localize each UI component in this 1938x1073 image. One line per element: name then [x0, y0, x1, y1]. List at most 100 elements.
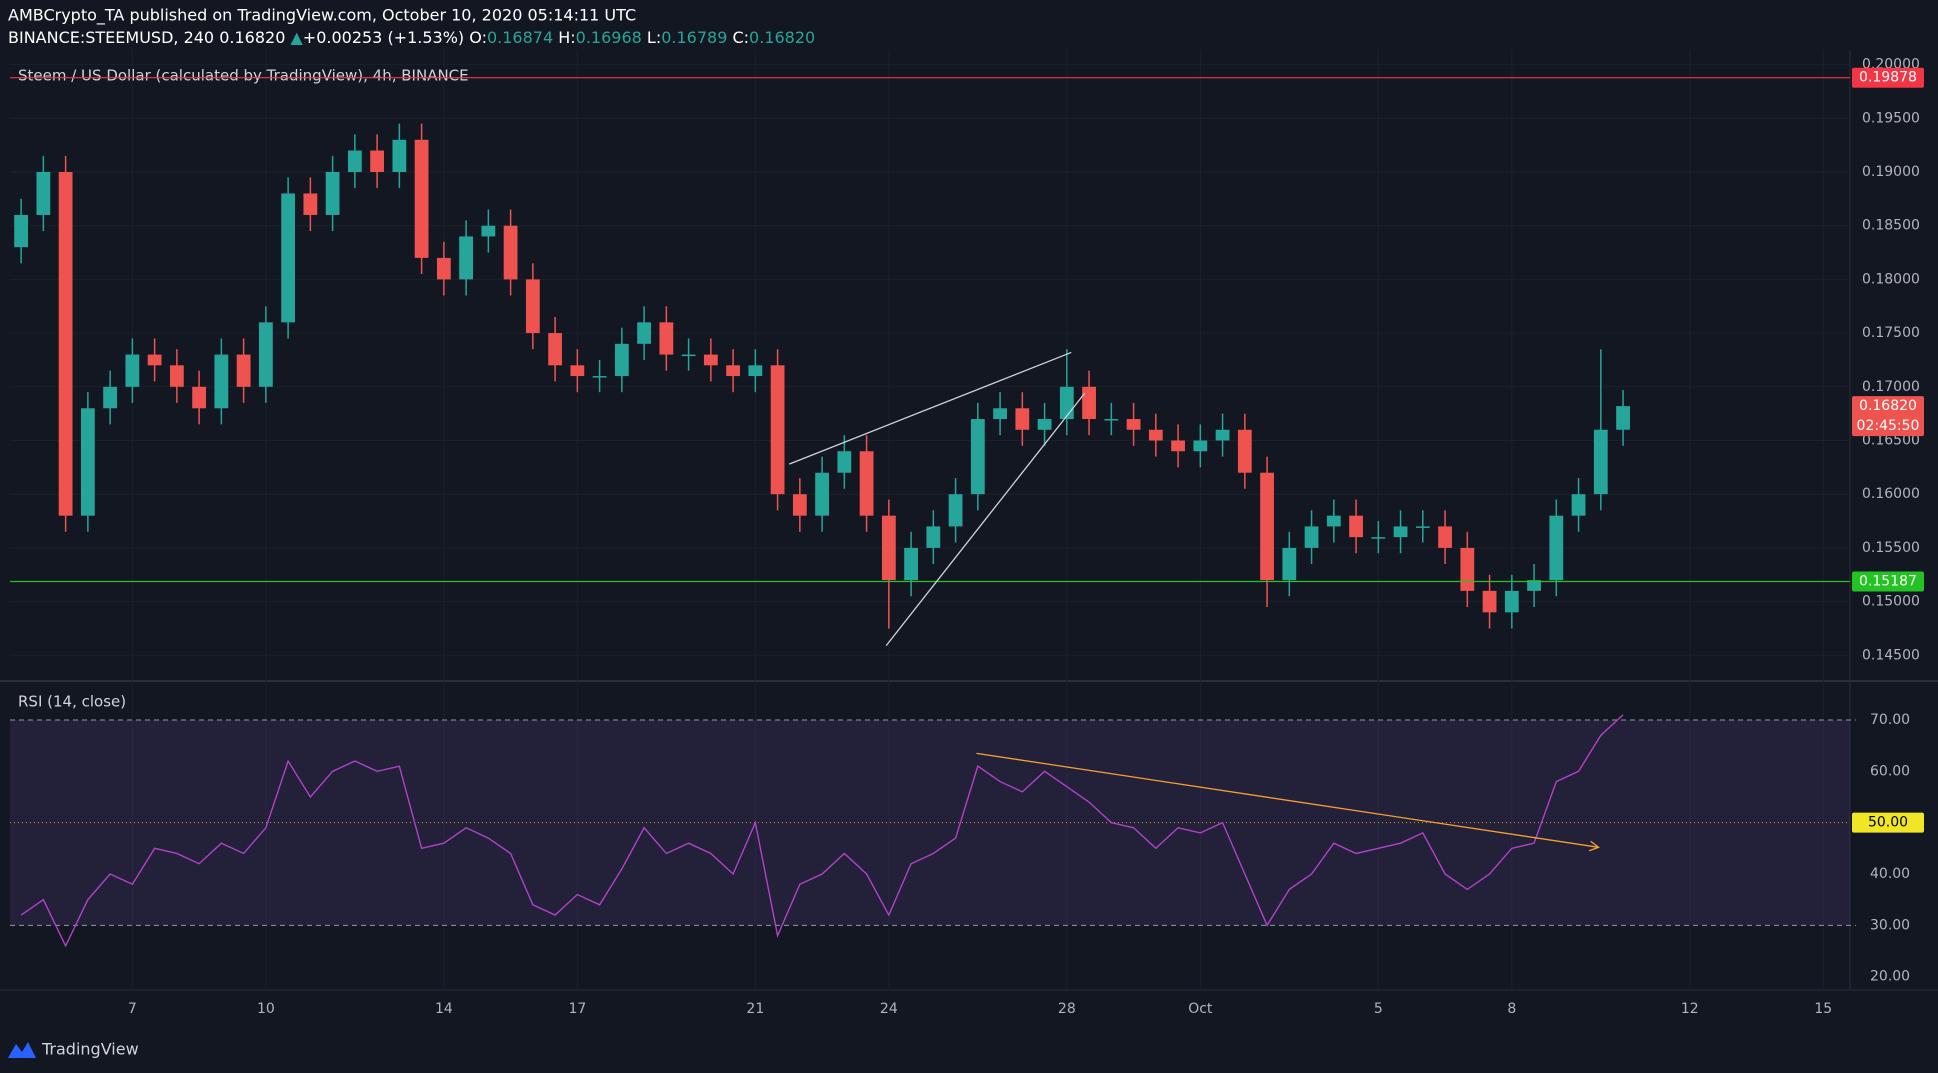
- publish-line: AMBCrypto_TA published on TradingView.co…: [8, 6, 636, 26]
- candle-body: [570, 365, 585, 377]
- candle-body: [837, 451, 852, 473]
- candle-body: [681, 354, 696, 357]
- logo-mark: [8, 1042, 36, 1058]
- candle-body: [459, 236, 474, 280]
- candle-body: [281, 193, 296, 323]
- candle-body: [726, 365, 740, 377]
- candle-body: [436, 257, 451, 280]
- pane-title: RSI (14, close): [18, 693, 126, 711]
- candle-body: [503, 225, 518, 280]
- x-tick-label: 24: [880, 1001, 898, 1017]
- candle-body: [614, 343, 629, 377]
- candle-body: [659, 322, 674, 355]
- candle-body: [214, 354, 229, 409]
- l-value: 0.16789: [661, 28, 727, 47]
- candle-body: [904, 547, 918, 581]
- symbol: BINANCE:STEEMUSD, 240: [8, 28, 214, 47]
- candle-body: [1104, 419, 1119, 421]
- candle-body: [1059, 386, 1074, 420]
- candle-body: [192, 386, 207, 409]
- candle-body: [1527, 580, 1541, 591]
- c-label: C:: [732, 28, 749, 47]
- candle-body: [58, 171, 73, 516]
- y-tick-label: 0.14500: [1862, 647, 1920, 663]
- x-tick-label: 12: [1681, 1001, 1699, 1017]
- candle-body: [1438, 526, 1452, 548]
- y-tick-label: 0.18000: [1862, 271, 1920, 287]
- h-value: 0.16968: [576, 28, 642, 47]
- candle-body: [926, 526, 941, 548]
- candle-body: [815, 472, 829, 516]
- y-tick-label: 60.00: [1870, 763, 1910, 779]
- candle-body: [1282, 547, 1297, 581]
- y-tick-label: 0.15000: [1862, 594, 1920, 610]
- candle-body: [14, 214, 29, 248]
- candle-body: [525, 279, 540, 334]
- candle-body: [1326, 515, 1341, 527]
- y-tick-label: 0.16500: [1862, 432, 1920, 448]
- level-label-box: [1852, 67, 1924, 88]
- candle-body: [1082, 386, 1096, 420]
- y-tick-label: 0.16000: [1862, 486, 1920, 502]
- candle-body: [1148, 429, 1163, 441]
- trend-line: [788, 351, 1072, 465]
- candle-body: [548, 333, 562, 366]
- candle-body: [770, 365, 785, 495]
- candle-body: [748, 365, 763, 377]
- y-tick-label: 30.00: [1870, 917, 1910, 933]
- candle-body: [1460, 547, 1475, 591]
- o-label: O:: [469, 28, 487, 47]
- y-tick-label: 0.18500: [1862, 218, 1920, 234]
- candle-body: [1393, 526, 1408, 538]
- rsi-line: [20, 714, 1624, 948]
- last-price-box: [1852, 396, 1924, 437]
- y-tick-label: 20.00: [1870, 969, 1910, 985]
- candle-body: [370, 150, 385, 172]
- y-tick-label: 40.00: [1870, 866, 1910, 882]
- x-tick-label: 5: [1374, 1001, 1383, 1017]
- candle-body: [1415, 526, 1430, 528]
- candle-body: [1260, 472, 1274, 581]
- candle-body: [103, 386, 118, 409]
- change: +0.00253 (+1.53%): [303, 28, 464, 47]
- candle-body: [147, 354, 162, 366]
- candle-body: [325, 171, 340, 215]
- candle-body: [1349, 515, 1363, 538]
- symbol-line: BINANCE:STEEMUSD, 240 0.16820 ▲+0.00253 …: [8, 28, 815, 47]
- candle-body: [1482, 590, 1497, 613]
- candle-body: [1593, 429, 1608, 495]
- candle-body: [1237, 429, 1252, 473]
- candle-body: [1371, 537, 1386, 539]
- y-tick-label: 0.15500: [1862, 540, 1920, 556]
- x-tick-label: 14: [435, 1001, 453, 1017]
- y-tick-label: 0.17000: [1862, 379, 1920, 395]
- trend-arrow-head: [1588, 840, 1600, 852]
- x-tick-label: 10: [257, 1001, 275, 1017]
- o-value: 0.16874: [487, 28, 553, 47]
- candle-body: [414, 139, 429, 258]
- x-tick-label: 7: [128, 1001, 137, 1017]
- candle-body: [948, 494, 963, 527]
- candle-body: [859, 451, 874, 516]
- level-label: 0.19878: [1859, 70, 1917, 86]
- candle-body: [993, 408, 1007, 420]
- pane-title: Steem / US Dollar (calculated by Trading…: [18, 67, 469, 85]
- logo: TradingView: [8, 1040, 139, 1059]
- candle-body: [1126, 419, 1141, 430]
- candle-body: [1015, 408, 1030, 430]
- last-price-label: 0.16820: [1859, 398, 1917, 414]
- x-tick-label: 21: [746, 1001, 764, 1017]
- change-arrow: ▲: [290, 28, 303, 47]
- candle-body: [80, 408, 95, 516]
- h-label: H:: [558, 28, 575, 47]
- y-tick-label: 70.00: [1870, 712, 1910, 728]
- x-tick-label: 15: [1814, 1001, 1832, 1017]
- candle-body: [637, 322, 651, 344]
- candle-body: [481, 225, 496, 237]
- countdown: 02:45:50: [1857, 418, 1920, 434]
- candle-body: [703, 354, 718, 366]
- candle-body: [1171, 440, 1185, 452]
